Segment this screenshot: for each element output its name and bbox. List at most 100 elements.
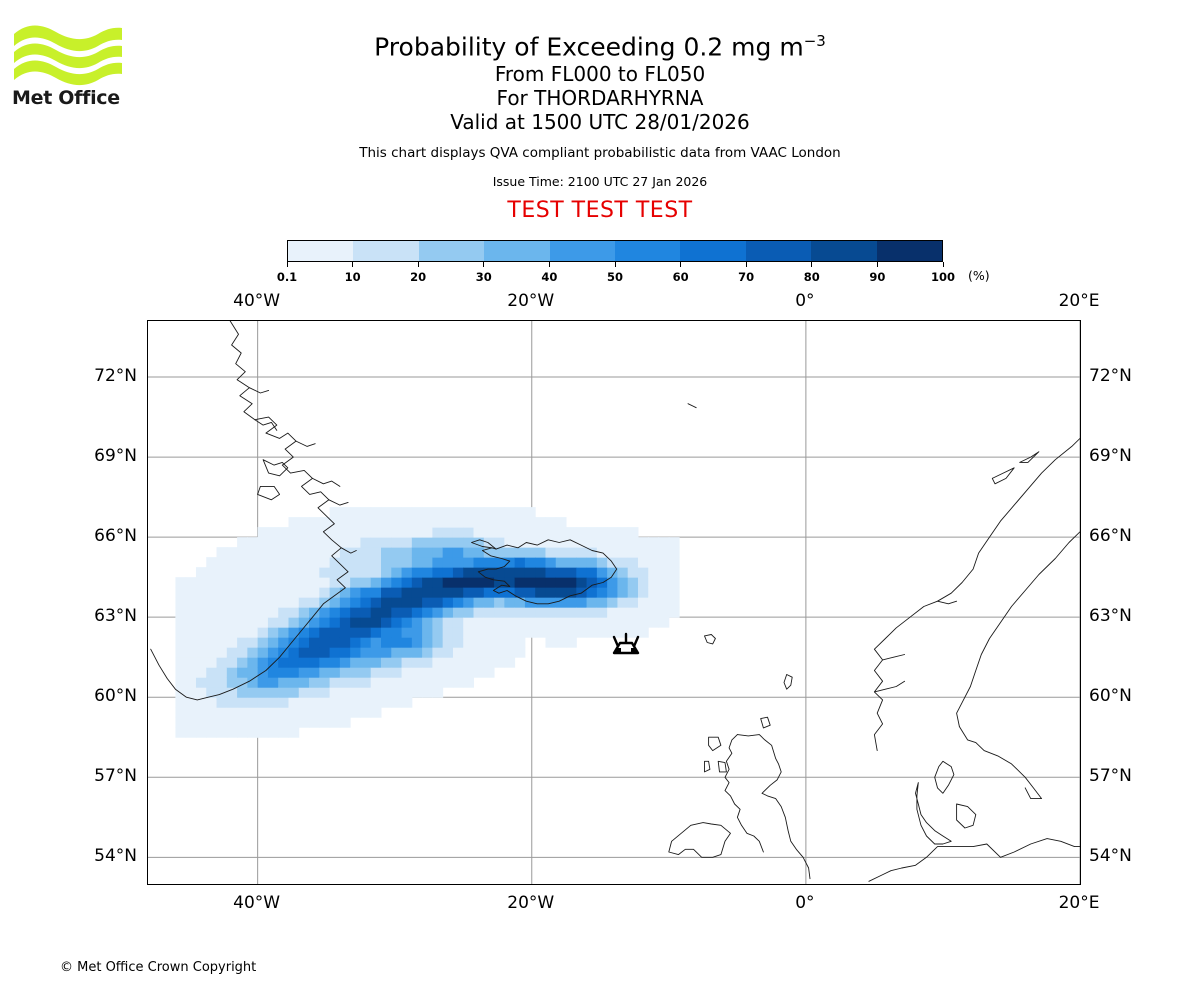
flight-level-line: From FL000 to FL050	[494, 62, 706, 87]
lat-tick-right-0: 72°N	[1089, 366, 1132, 387]
colorbar-tick-label-6: 60	[672, 270, 689, 284]
colorbar-band-4	[549, 241, 616, 261]
colorbar-tick-2	[417, 262, 419, 267]
colorbar-unit-label: (%)	[968, 268, 990, 283]
page-title-exponent: −3	[803, 32, 826, 50]
page-title-text: Probability of Exceeding 0.2 mg m	[374, 32, 804, 62]
lon-tick-bottom-2: 0°	[795, 893, 815, 913]
lat-tick-right-1: 69°N	[1089, 446, 1132, 467]
colorbar-tick-label-3: 30	[475, 270, 492, 284]
colorbar-band-6	[680, 241, 746, 261]
coastline-path-16	[724, 734, 764, 853]
colorbar-tick-10	[942, 262, 944, 267]
lat-tick-right-2: 66°N	[1089, 526, 1132, 547]
lat-tick-left-2: 66°N	[94, 526, 137, 547]
colorbar-tick-label-9: 90	[869, 270, 886, 284]
colorbar-tick-1	[352, 262, 354, 267]
coastline-path-20	[668, 822, 731, 858]
colorbar-band-7	[745, 241, 812, 261]
colorbar-band-3	[484, 241, 550, 261]
lat-tick-right-5: 57°N	[1089, 766, 1132, 787]
valid-time-line: Valid at 1500 UTC 28/01/2026	[450, 110, 750, 135]
page-title: Probability of Exceeding 0.2 mg m−3	[0, 26, 1200, 62]
coastline-path-28	[956, 531, 1080, 728]
coastline-path-2	[295, 440, 316, 447]
lon-tick-bottom-0: 40°W	[233, 893, 281, 913]
coastline-path-31	[956, 803, 977, 829]
coastline-path-23	[882, 654, 906, 661]
coastline-path-27	[958, 726, 1043, 800]
coastline-path-24	[937, 600, 958, 605]
title-block: Probability of Exceeding 0.2 mg m−3 From…	[0, 0, 1200, 223]
colorbar-band-2	[418, 241, 485, 261]
lon-tick-bottom-1: 20°W	[507, 893, 555, 913]
map-plot-area[interactable]	[147, 320, 1081, 885]
coastline-path-8	[257, 485, 281, 501]
colorbar-tick-label-1: 10	[344, 270, 361, 284]
lat-tick-left-4: 60°N	[94, 686, 137, 707]
coastline-path-14	[760, 716, 771, 729]
coastline-path-17	[708, 736, 722, 752]
coastline-path-30	[934, 760, 955, 794]
lat-tick-left-3: 63°N	[94, 606, 137, 627]
lat-tick-left-6: 54°N	[94, 846, 137, 867]
lat-tick-right-4: 60°N	[1089, 686, 1132, 707]
colorbar-band-5	[615, 241, 681, 261]
colorbar-band-9	[876, 241, 943, 261]
colorbar-tick-label-8: 80	[803, 270, 820, 284]
met-office-logo: Met Office	[12, 22, 132, 112]
colorbar-tick-0	[286, 262, 288, 267]
colorbar-tick-label-10: 100	[930, 270, 956, 284]
colorbar-tick-4	[548, 262, 550, 267]
coastline-path-19	[717, 760, 727, 773]
map-graphic	[148, 321, 1080, 884]
test-banner: TEST TEST TEST	[507, 198, 693, 224]
coastline-path-21	[873, 437, 1080, 752]
coastline-path-4	[328, 499, 349, 506]
coastline-path-7	[262, 459, 289, 477]
colorbar-band-8	[811, 241, 877, 261]
coastline-path-5	[340, 547, 357, 554]
coastline-path-6	[248, 387, 270, 394]
coastline-path-22	[873, 680, 906, 693]
ash-probability-raster	[175, 507, 680, 738]
volcano-name-line: For THORDARHYRNA	[496, 86, 704, 111]
colorbar-tick-9	[876, 262, 878, 267]
lat-tick-right-3: 63°N	[1089, 606, 1132, 627]
copyright-notice: © Met Office Crown Copyright	[60, 960, 257, 975]
lon-tick-top-0: 40°W	[233, 291, 281, 311]
coastlines	[150, 321, 1080, 882]
coastline-path-26	[1019, 451, 1040, 463]
colorbar-tick-labels: 0.1 10 20 30 40 50 60 70 80 90 100	[277, 270, 955, 286]
lon-tick-top-3: 20°E	[1058, 291, 1100, 311]
colorbar-bands	[287, 240, 943, 262]
coastline-path-18	[704, 760, 711, 773]
lon-tick-top-2: 0°	[795, 291, 815, 311]
colorbar-tick-label-0: 0.1	[276, 270, 298, 284]
colorbar-ticks	[286, 262, 944, 270]
colorbar-tick-3	[483, 262, 485, 267]
lat-tick-left-1: 69°N	[94, 446, 137, 467]
coastline-path-10	[471, 539, 497, 550]
coastline-path-11	[687, 403, 697, 409]
lat-tick-left-5: 57°N	[94, 766, 137, 787]
colorbar-tick-label-5: 50	[606, 270, 624, 284]
colorbar-tick-7	[745, 262, 747, 267]
coastline-path-32	[901, 838, 1080, 869]
colorbar-tick-label-7: 70	[738, 270, 755, 284]
coastline-path-0	[150, 321, 349, 701]
lat-tick-right-6: 54°N	[1089, 846, 1132, 867]
qva-note: This chart displays QVA compliant probab…	[359, 145, 841, 162]
coastline-path-13	[783, 674, 793, 690]
colorbar-tick-label-4: 40	[541, 270, 558, 284]
colorbar-band-1	[353, 241, 419, 261]
volcano-marker-icon	[612, 632, 640, 655]
colorbar-tick-5	[614, 262, 616, 267]
colorbar-band-0	[288, 241, 354, 261]
probability-colorbar: 0.1 10 20 30 40 50 60 70 80 90 100	[277, 240, 955, 286]
coastline-path-1	[254, 419, 278, 431]
issue-time: Issue Time: 2100 UTC 27 Jan 2026	[492, 174, 708, 190]
colorbar-tick-6	[680, 262, 682, 267]
coastline-path-25	[991, 467, 1015, 485]
colorbar-tick-label-2: 20	[410, 270, 427, 284]
